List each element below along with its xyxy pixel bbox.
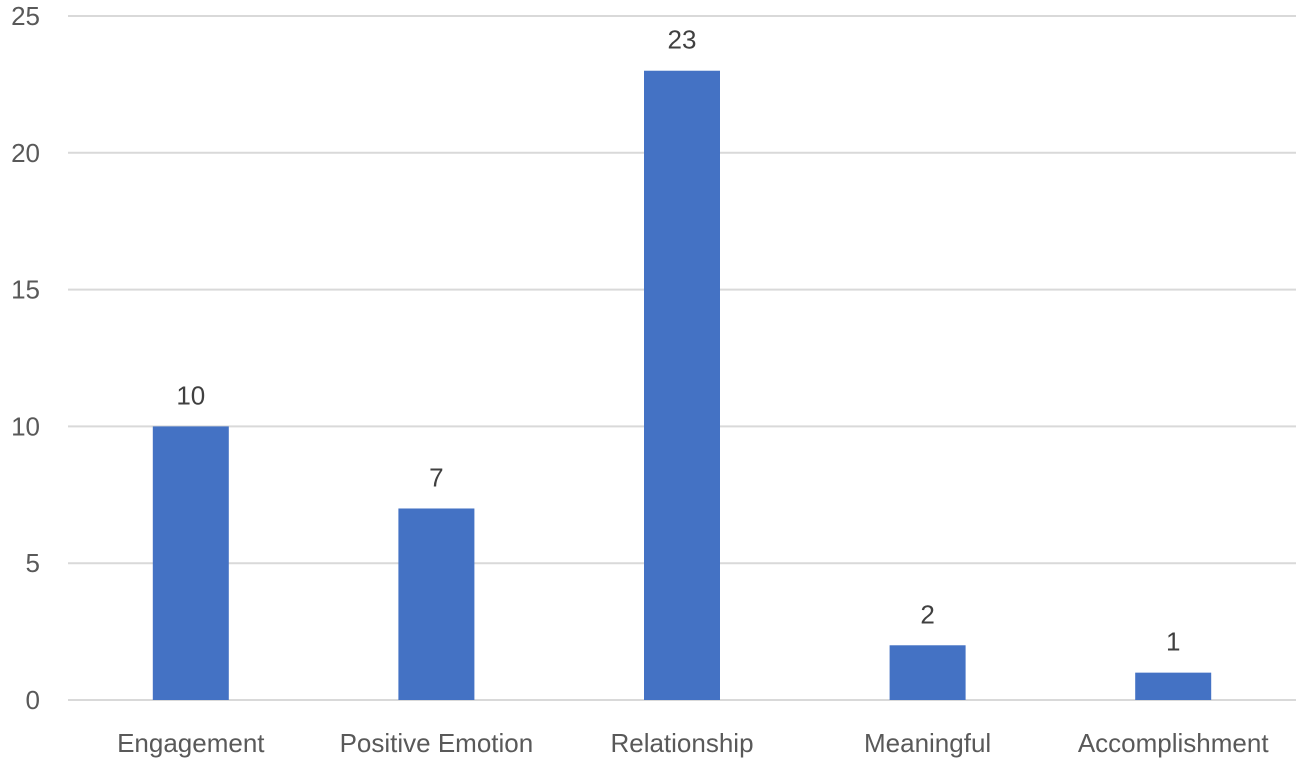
bar-accomplishment bbox=[1135, 672, 1212, 700]
y-tick-label: 20 bbox=[11, 138, 40, 168]
x-axis-category-labels: Engagement Positive Emotion Relationship Me… bbox=[117, 728, 1269, 758]
bar-relationship bbox=[644, 70, 720, 701]
bar-positive-emotion bbox=[398, 508, 475, 700]
bar-meaningful bbox=[889, 645, 966, 700]
bar-engagement bbox=[152, 426, 229, 700]
x-category-label: Engagement bbox=[117, 728, 265, 758]
x-category-label: Meaningful bbox=[864, 728, 991, 758]
x-category-label: Positive Emotion bbox=[340, 728, 534, 758]
y-tick-label: 0 bbox=[26, 685, 40, 715]
y-tick-label: 5 bbox=[26, 548, 40, 578]
bars bbox=[152, 70, 1212, 701]
data-label: 1 bbox=[1166, 627, 1180, 657]
y-axis-tick-labels: 0 5 10 15 20 25 bbox=[11, 1, 40, 715]
data-label: 7 bbox=[429, 462, 443, 492]
y-tick-label: 10 bbox=[11, 411, 40, 441]
y-tick-label: 15 bbox=[11, 275, 40, 305]
data-label: 23 bbox=[668, 25, 697, 55]
y-tick-label: 25 bbox=[11, 1, 40, 31]
data-label: 10 bbox=[176, 380, 205, 410]
data-label: 2 bbox=[920, 599, 934, 629]
x-category-label: Relationship bbox=[610, 728, 753, 758]
x-category-label: Accomplishment bbox=[1078, 728, 1270, 758]
data-labels: 10 7 23 2 1 bbox=[176, 25, 1180, 657]
